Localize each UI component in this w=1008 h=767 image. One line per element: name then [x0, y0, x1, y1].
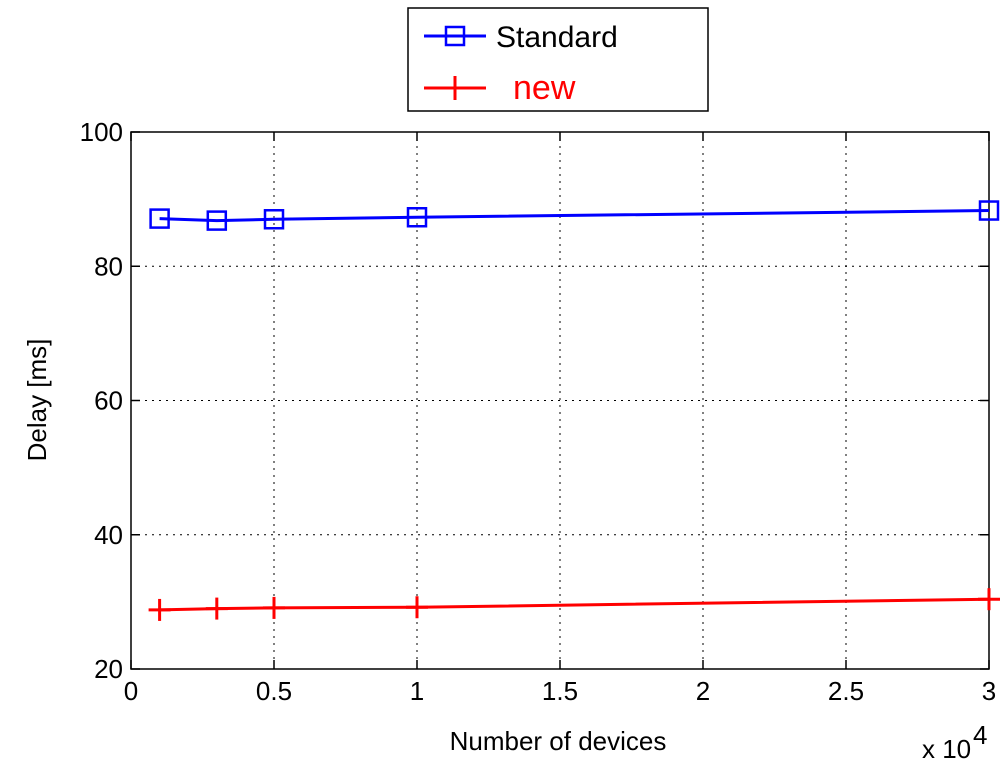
data-point-new [205, 597, 228, 620]
data-point-new [978, 588, 1000, 611]
x-axis-multiplier-exponent: 4 [973, 720, 987, 750]
data-point-standard [206, 210, 228, 231]
y-axis-label: Delay [ms] [22, 339, 52, 462]
legend-marker-square-icon [444, 25, 466, 47]
grid [131, 132, 989, 669]
x-tick-label: 1.5 [542, 676, 578, 706]
legend: Standard new [407, 7, 709, 112]
x-tick-label: 0.5 [256, 676, 292, 706]
data-point-standard [149, 208, 170, 229]
legend-marker-plus-icon [443, 76, 467, 100]
legend-entry-new: new [424, 69, 576, 107]
y-tick-label: 100 [80, 117, 123, 147]
y-tick-label: 40 [94, 520, 123, 550]
x-tick-label: 2 [696, 676, 710, 706]
x-tick-label: 3 [982, 676, 996, 706]
legend-box [407, 7, 709, 112]
data-point-standard [406, 206, 428, 228]
data-point-standard [978, 200, 1000, 221]
legend-label-standard: Standard [496, 21, 618, 54]
legend-entry-standard: Standard [424, 21, 618, 54]
x-tick-label: 2.5 [828, 676, 864, 706]
series-new [148, 588, 1000, 621]
x-axis-multiplier: x 10 [922, 734, 971, 764]
legend-label-new: new [513, 69, 576, 107]
x-axis-label: Number of devices [450, 726, 667, 756]
y-tick-label: 80 [94, 251, 123, 281]
series-line-standard [159, 209, 990, 223]
data-point-new [148, 598, 171, 621]
data-point-standard [263, 209, 285, 230]
series-layer [148, 200, 1000, 621]
y-tick-label: 20 [94, 654, 123, 684]
x-tick-label: 1 [410, 676, 424, 706]
y-tick-label: 60 [94, 386, 123, 416]
data-point-new [263, 596, 285, 619]
axis-ticks: 0 0.5 1 1.5 2 2.5 3 20 40 60 80 100 [80, 117, 997, 706]
series-standard [149, 200, 1000, 231]
data-point-new [406, 596, 428, 619]
x-tick-label: 0 [124, 676, 138, 706]
